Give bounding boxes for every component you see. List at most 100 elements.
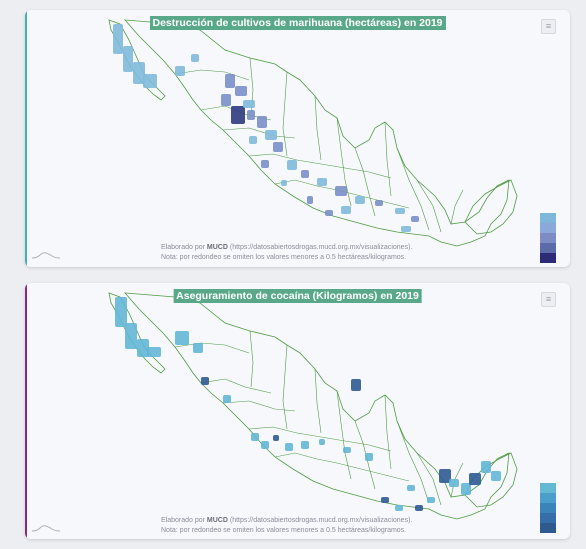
municipality-region[interactable] (381, 497, 389, 503)
municipality-region[interactable] (287, 160, 297, 170)
municipality-region[interactable] (147, 347, 161, 357)
municipality-region[interactable] (491, 471, 501, 481)
municipality-region[interactable] (351, 379, 361, 391)
legend-swatch (540, 493, 556, 503)
sparkline-icon (31, 252, 61, 259)
card-accent-bar (25, 283, 27, 539)
municipality-region[interactable] (449, 479, 459, 487)
state-border (314, 368, 322, 434)
municipality-region[interactable] (285, 443, 293, 451)
legend-swatch (540, 253, 556, 263)
municipality-region[interactable] (175, 331, 189, 345)
state-border (354, 147, 376, 217)
state-border (174, 342, 250, 354)
municipality-region[interactable] (257, 116, 267, 128)
legend-swatch (540, 243, 556, 253)
state-border (222, 400, 296, 412)
municipality-region[interactable] (395, 505, 403, 511)
municipality-region[interactable] (411, 216, 419, 222)
menu-icon[interactable]: ≡ (541, 19, 556, 34)
state-border (282, 344, 288, 430)
credit-org: MUCD (206, 244, 228, 251)
municipality-region[interactable] (365, 453, 373, 461)
mexico-map-marijuana[interactable] (25, 10, 570, 267)
card-accent-bar (25, 10, 27, 267)
municipality-region[interactable] (193, 343, 203, 353)
state-border (384, 121, 392, 197)
state-border (248, 426, 322, 438)
municipality-region[interactable] (261, 441, 269, 449)
municipality-region[interactable] (137, 339, 149, 357)
color-legend (540, 213, 556, 263)
menu-icon[interactable]: ≡ (541, 292, 556, 307)
state-border (396, 147, 430, 231)
rounding-note: Nota: por redondeo se omiten los valores… (161, 253, 407, 261)
municipality-region[interactable] (123, 46, 133, 72)
municipality-region[interactable] (223, 395, 231, 403)
municipality-region[interactable] (191, 54, 199, 62)
state-border (396, 420, 430, 504)
credit-org: MUCD (206, 517, 228, 524)
municipality-region[interactable] (247, 110, 255, 120)
municipality-region[interactable] (319, 439, 325, 445)
municipality-region[interactable] (335, 186, 347, 196)
mexico-map-cocaine[interactable] (25, 283, 570, 539)
municipality-region[interactable] (317, 178, 327, 186)
municipality-region[interactable] (115, 297, 127, 327)
municipality-region[interactable] (125, 323, 137, 349)
municipality-region[interactable] (133, 62, 145, 84)
state-border (314, 95, 322, 161)
municipality-region[interactable] (243, 100, 255, 108)
municipality-region[interactable] (273, 142, 283, 152)
municipality-region[interactable] (225, 74, 235, 88)
municipality-region[interactable] (461, 483, 471, 495)
state-border (320, 436, 392, 452)
municipality-region[interactable] (201, 377, 209, 385)
state-border (450, 189, 464, 225)
municipality-region[interactable] (481, 461, 491, 473)
cocaine-map-card: Aseguramiento de cocaína (Kilogramos) en… (25, 283, 570, 539)
municipality-region[interactable] (395, 208, 405, 214)
municipality-region[interactable] (265, 130, 277, 140)
municipality-region[interactable] (113, 24, 123, 54)
municipality-region[interactable] (341, 206, 351, 214)
municipality-region[interactable] (261, 160, 269, 168)
municipality-region[interactable] (143, 74, 157, 88)
municipality-region[interactable] (355, 196, 365, 204)
municipality-region[interactable] (407, 485, 415, 491)
state-border (336, 189, 410, 209)
municipality-region[interactable] (251, 433, 259, 441)
municipality-region[interactable] (415, 505, 423, 511)
municipality-region[interactable] (175, 66, 185, 76)
state-border (124, 19, 510, 247)
municipality-region[interactable] (301, 441, 309, 449)
municipality-region[interactable] (469, 473, 481, 485)
legend-swatch (540, 513, 556, 523)
municipality-region[interactable] (235, 86, 247, 96)
municipality-region[interactable] (231, 106, 245, 124)
municipality-region[interactable] (307, 196, 313, 204)
credits-text: Elaborado por MUCD (https://datosabierto… (161, 516, 451, 535)
legend-swatch (540, 483, 556, 493)
state-border (320, 163, 392, 179)
municipality-region[interactable] (375, 200, 383, 206)
municipality-region[interactable] (325, 210, 333, 216)
municipality-region[interactable] (427, 497, 435, 503)
marijuana-map-card: Destrucción de cultivos de marihuana (he… (25, 10, 570, 267)
municipality-region[interactable] (221, 94, 231, 106)
credits-text: Elaborado por MUCD (https://datosabierto… (161, 243, 451, 262)
municipality-region[interactable] (249, 136, 257, 144)
municipality-region[interactable] (401, 226, 411, 232)
municipality-region[interactable] (281, 180, 287, 186)
municipality-region[interactable] (273, 435, 279, 441)
legend-swatch (540, 233, 556, 243)
state-border (174, 69, 250, 81)
state-border (200, 378, 272, 394)
state-border (222, 127, 296, 139)
municipality-region[interactable] (343, 447, 351, 453)
municipality-region[interactable] (439, 469, 451, 483)
state-border (248, 153, 322, 165)
state-border (416, 179, 442, 233)
state-border (282, 71, 288, 157)
municipality-region[interactable] (301, 170, 309, 178)
